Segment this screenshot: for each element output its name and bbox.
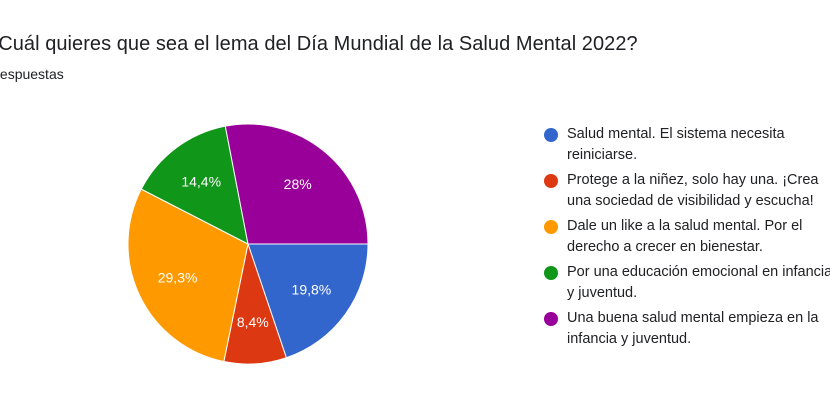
legend-label-3: Dale un like a la salud mental. Por el d… bbox=[567, 218, 803, 255]
pie-slice-label-4: 14,4% bbox=[181, 174, 221, 190]
legend-item-1[interactable]: Salud mental. El sistema necesita reinic… bbox=[543, 124, 830, 166]
chart-title: ¿Cuál quieres que sea el lema del Día Mu… bbox=[0, 33, 638, 55]
chart-legend: Salud mental. El sistema necesita reinic… bbox=[543, 124, 830, 354]
legend-item-4[interactable]: Por una educación emocional en infancia … bbox=[543, 262, 830, 304]
pie-slice-5[interactable] bbox=[224, 123, 369, 245]
legend-label-1: Salud mental. El sistema necesita reinic… bbox=[567, 126, 785, 163]
pie-slice-4[interactable] bbox=[140, 125, 249, 245]
legend-swatch-4 bbox=[544, 266, 558, 280]
legend-item-3[interactable]: Dale un like a la salud mental. Por el d… bbox=[543, 216, 830, 258]
pie-slice-3[interactable] bbox=[127, 188, 249, 363]
pie-slice-label-1: 19,8% bbox=[292, 282, 332, 298]
legend-swatch-5 bbox=[544, 312, 558, 326]
legend-item-5[interactable]: Una buena salud mental empieza en la inf… bbox=[543, 308, 830, 350]
pie-slice-label-5: 28% bbox=[284, 176, 312, 192]
pie-slice-1[interactable] bbox=[247, 243, 369, 359]
legend-item-2[interactable]: Protege a la niñez, solo hay una. ¡Crea … bbox=[543, 170, 830, 212]
legend-swatch-1 bbox=[544, 128, 558, 142]
legend-label-2: Protege a la niñez, solo hay una. ¡Crea … bbox=[567, 172, 819, 209]
legend-swatch-3 bbox=[544, 220, 558, 234]
legend-label-4: Por una educación emocional en infancia … bbox=[567, 264, 830, 301]
response-count: 167 respuestas bbox=[0, 66, 64, 82]
legend-label-5: Una buena salud mental empieza en la inf… bbox=[567, 310, 819, 347]
legend-swatch-2 bbox=[544, 174, 558, 188]
pie-slice-label-3: 29,3% bbox=[158, 270, 198, 286]
pie-slice-label-2: 8,4% bbox=[237, 314, 269, 330]
